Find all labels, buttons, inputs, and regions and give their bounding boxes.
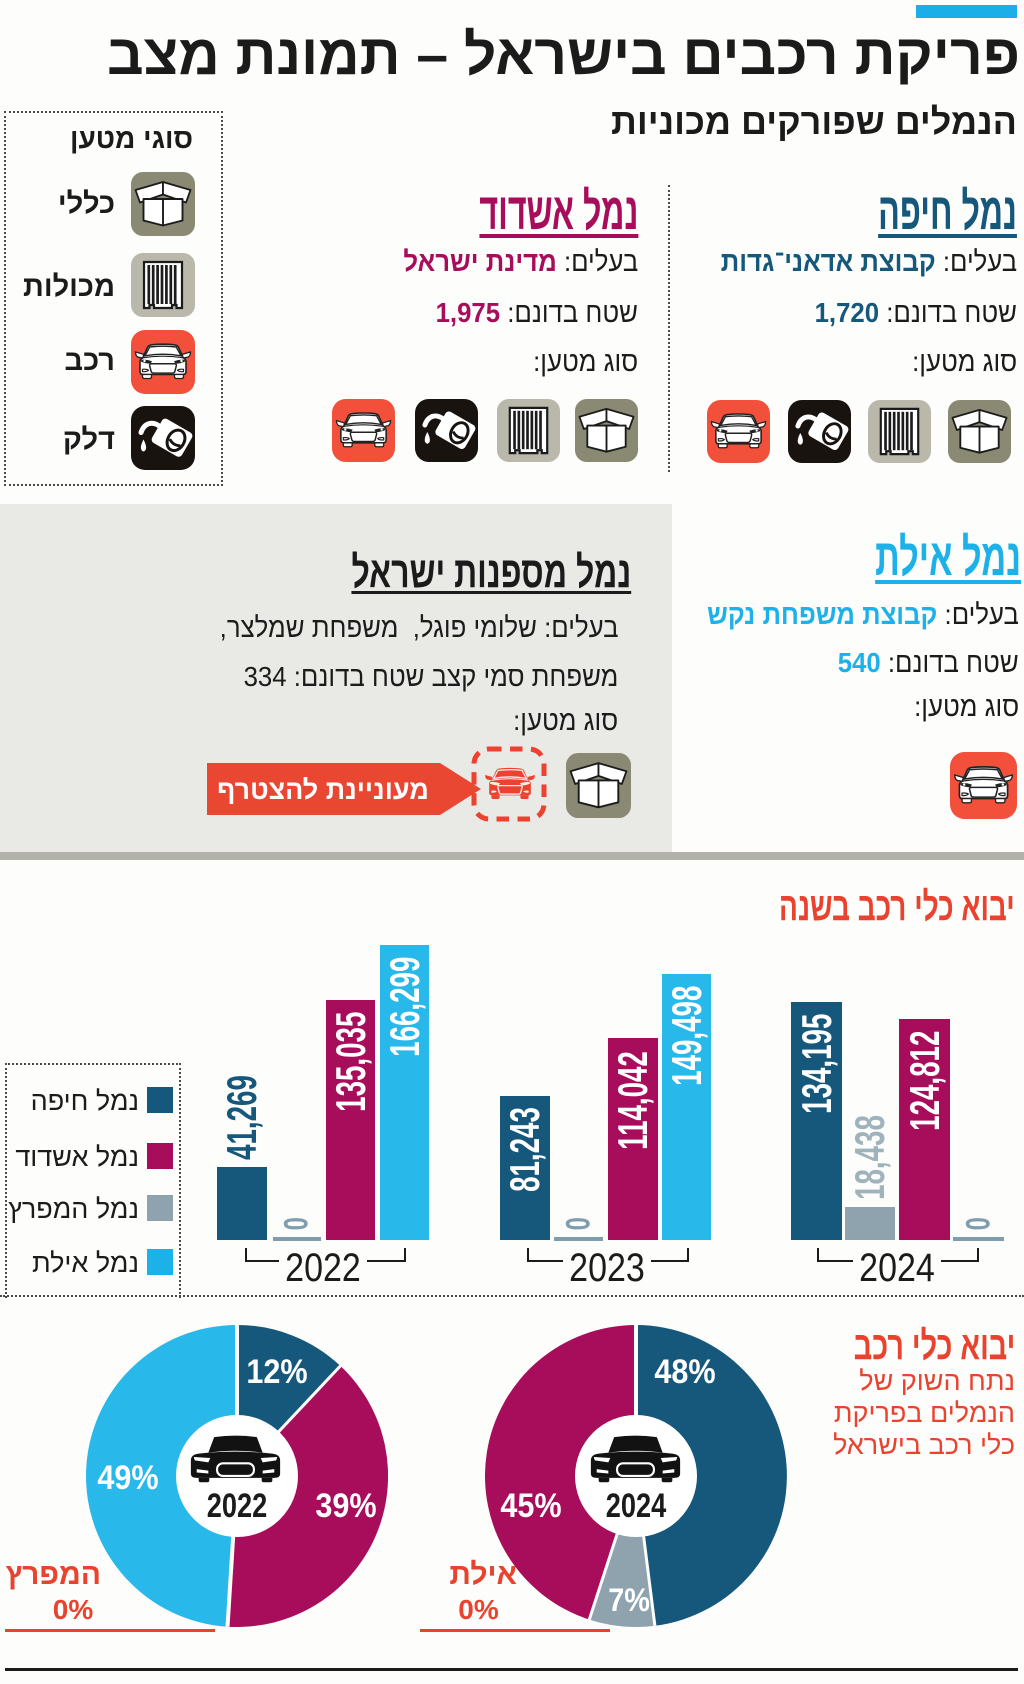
svg-text:מעוניינת להצטרף: מעוניינת להצטרף xyxy=(217,775,429,805)
